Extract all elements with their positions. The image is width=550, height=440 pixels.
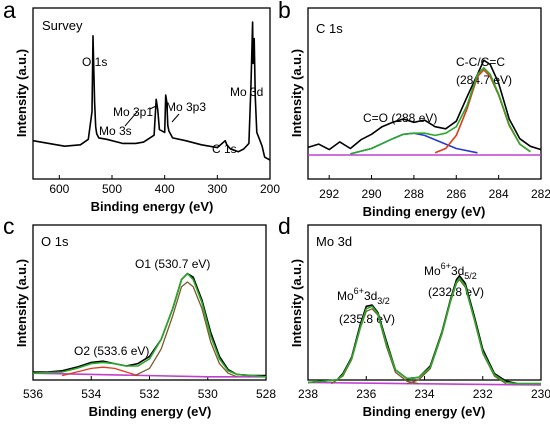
panel-d-ylabel: Intensity (a.u.) (289, 259, 304, 347)
x-tick-label: 532 (139, 387, 159, 401)
peak-label-cc: C-C/C=C (456, 55, 505, 69)
panel-a-frame (32, 7, 271, 180)
x-tick-label: 232 (473, 387, 493, 401)
peak-label-mo3d32-energy: (235.8 eV) (339, 312, 395, 326)
peak-label-cc-energy: (284.7 eV) (456, 73, 512, 87)
x-tick-label: 288 (404, 187, 424, 201)
series-o2 (61, 366, 139, 377)
x-tick-label: 530 (198, 387, 218, 401)
x-tick-label: 290 (362, 187, 382, 201)
panel-d-xlabel: Binding energy (eV) (363, 404, 486, 419)
peak-label-mo3p1: Mo 3p1 (113, 105, 153, 119)
x-tick-label: 286 (446, 187, 466, 201)
series-o1 (134, 281, 238, 378)
x-tick-label: 536 (23, 387, 43, 401)
x-tick-label: 500 (102, 182, 122, 196)
series-background (307, 381, 542, 386)
arrow-mo3p3 (171, 113, 180, 123)
panel-d-label: Mo 3d (316, 234, 352, 249)
x-tick-label: 400 (155, 182, 175, 196)
peak-label-mo3p3: Mo 3p3 (166, 100, 206, 114)
panel-letter-d: d (278, 213, 291, 239)
x-tick-label: 282 (531, 187, 550, 201)
series-c-o (350, 132, 478, 155)
series-raw (33, 272, 266, 377)
peak-label-mo3d: Mo 3d (230, 85, 263, 99)
arrow-mo3s (124, 111, 138, 127)
series-envelope (32, 272, 267, 378)
x-tick-label: 234 (414, 387, 434, 401)
x-tick-label: 284 (489, 187, 509, 201)
panel-letter-c: c (3, 213, 15, 239)
peak-label-o2: O2 (533.6 eV) (74, 344, 149, 358)
panel-b-frame (307, 7, 542, 180)
series-envelope (350, 67, 531, 155)
x-tick-label: 528 (256, 387, 276, 401)
series-background (32, 372, 266, 378)
panel-b-label: C 1s (316, 21, 343, 36)
panel-b-xlabel: Binding energy (eV) (363, 204, 486, 219)
panel-c-ylabel: Intensity (a.u.) (14, 259, 29, 347)
panel-a-ylabel: Intensity (a.u.) (14, 49, 29, 137)
peak-label-mo3s: Mo 3s (99, 124, 132, 138)
series-envelope (307, 277, 541, 385)
peak-label-mo3d32: Mo6+3d3/2 (337, 286, 390, 306)
x-tick-label: 292 (319, 187, 339, 201)
x-tick-label: 238 (298, 387, 318, 401)
x-tick-label: 236 (356, 387, 376, 401)
panel-b-annotations: C-C/C=C (284.7 eV) C=O (288 eV) (363, 55, 512, 125)
panel-letter-b: b (278, 0, 291, 23)
peak-label-o1s: O 1s (82, 55, 107, 69)
x-tick-label: 300 (207, 182, 227, 196)
x-tick-label: 534 (81, 387, 101, 401)
panel-c-label: O 1s (41, 234, 69, 249)
series-survey (32, 21, 271, 161)
peak-label-c1s: C 1s (212, 142, 237, 156)
peak-label-co: C=O (288 eV) (363, 111, 437, 125)
panel-a-label: Survey (42, 18, 83, 33)
series-raw (307, 59, 542, 151)
peak-label-o1: O1 (530.7 eV) (135, 257, 210, 271)
peak-label-mo3d52-energy: (232.8 eV) (428, 285, 484, 299)
panel-b-ylabel: Intensity (a.u.) (289, 49, 304, 137)
peak-label-mo3d52: Mo6+3d5/2 (424, 261, 477, 281)
panel-a-annotations: O 1s Mo 3s Mo 3p1 Mo 3p3 C 1s Mo 3d (82, 55, 263, 156)
x-tick-label: 600 (49, 182, 69, 196)
x-tick-label: 230 (531, 387, 550, 401)
panel-c-annotations: O1 (530.7 eV) O2 (533.6 eV) (74, 257, 210, 358)
chart-marks: 600 500 400 300 200 292 290 288 286 284 282 536 534 5… (23, 21, 550, 401)
panel-letter-a: a (3, 0, 16, 23)
panel-a-xlabel: Binding energy (eV) (91, 199, 214, 214)
panel-c-xlabel: Binding energy (eV) (89, 404, 212, 419)
x-tick-label: 200 (260, 182, 280, 196)
panel-d-annotations: Mo6+3d3/2 (235.8 eV) Mo6+3d5/2 (232.8 eV… (337, 261, 484, 326)
